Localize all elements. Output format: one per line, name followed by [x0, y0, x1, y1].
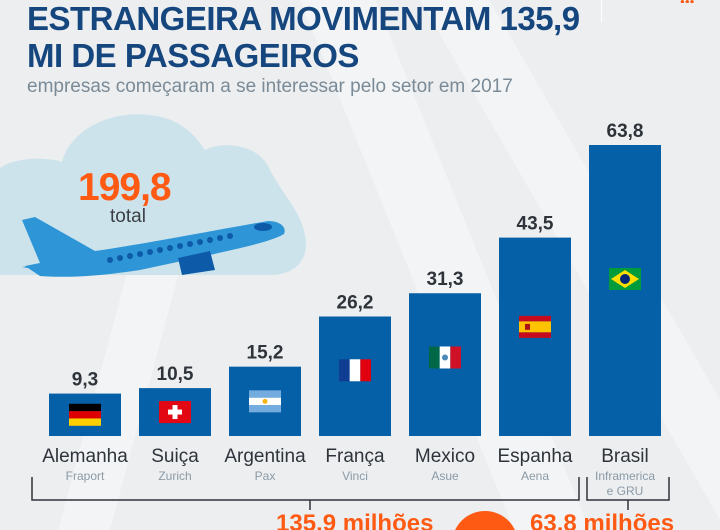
title-line-2: MI DE PASSAGEIROS	[27, 37, 359, 74]
operator-label: Inframerica	[595, 469, 655, 483]
total-label: total	[110, 206, 146, 227]
bar-value-label: 63,8	[607, 121, 644, 142]
spain-flag-icon	[519, 315, 551, 338]
bar-value-label: 43,5	[517, 214, 554, 235]
operator-label: e GRU	[607, 484, 644, 498]
germany-flag-icon	[69, 403, 101, 426]
country-label: Espanha	[497, 446, 572, 467]
bar-group: 43,5 Espanha Aena	[497, 214, 572, 483]
country-label: Alemanha	[42, 446, 128, 467]
title-line-1: ESTRANGEIRA MOVIMENTAM 135,9	[27, 0, 580, 37]
argentina-flag-icon	[249, 390, 281, 413]
cloud-plane-illustration	[0, 114, 306, 277]
bar-value-label: 26,2	[337, 292, 374, 313]
bar-value-label: 31,3	[427, 269, 464, 290]
bar-value-label: 9,3	[72, 370, 98, 391]
operator-label: Aena	[521, 469, 549, 483]
page-subtitle: empresas começaram a se interessar pelo …	[27, 76, 513, 97]
bar-group: 26,2 França Vinci	[319, 292, 391, 483]
foreign-total: 135,9 milhões	[276, 510, 434, 530]
comparison-circle-icon	[452, 511, 518, 530]
country-label: Suiça	[151, 446, 199, 467]
bar-group: 31,3 Mexico Asue	[409, 269, 481, 483]
page-title: ESTRANGEIRA MOVIMENTAM 135,9 MI DE PASSA…	[27, 0, 580, 74]
bar-value-label: 15,2	[247, 343, 284, 364]
switzerland-flag-icon	[159, 401, 191, 424]
brazil-total: 63,8 milhões	[530, 510, 675, 530]
brazil-flag-icon	[609, 268, 641, 290]
operator-label: Zurich	[158, 469, 191, 483]
country-label: Mexico	[415, 446, 475, 467]
france-flag-icon	[339, 359, 371, 382]
bar-group: 9,3 Alemanha Fraport	[42, 370, 128, 483]
bar-value-label: 10,5	[157, 364, 194, 385]
bar	[589, 145, 661, 436]
bar-group: 15,2 Argentina Pax	[224, 343, 306, 483]
operator-label: Asue	[431, 469, 459, 483]
bar-group: 10,5 Suiça Zurich	[139, 364, 211, 483]
operator-label: Fraport	[66, 469, 105, 483]
bracket-brazil	[586, 477, 670, 510]
airplane-icon	[22, 217, 285, 277]
logo-fragment-icon: ●●●	[680, 0, 694, 3]
bracket-foreign	[31, 477, 580, 510]
top-divider	[601, 0, 602, 22]
country-label: França	[325, 446, 385, 467]
mexico-flag-icon	[429, 346, 461, 369]
total-value: 199,8	[78, 166, 172, 209]
operator-label: Vinci	[342, 469, 368, 483]
country-label: Brasil	[601, 446, 649, 467]
operator-label: Pax	[255, 469, 276, 483]
country-label: Argentina	[224, 446, 306, 467]
